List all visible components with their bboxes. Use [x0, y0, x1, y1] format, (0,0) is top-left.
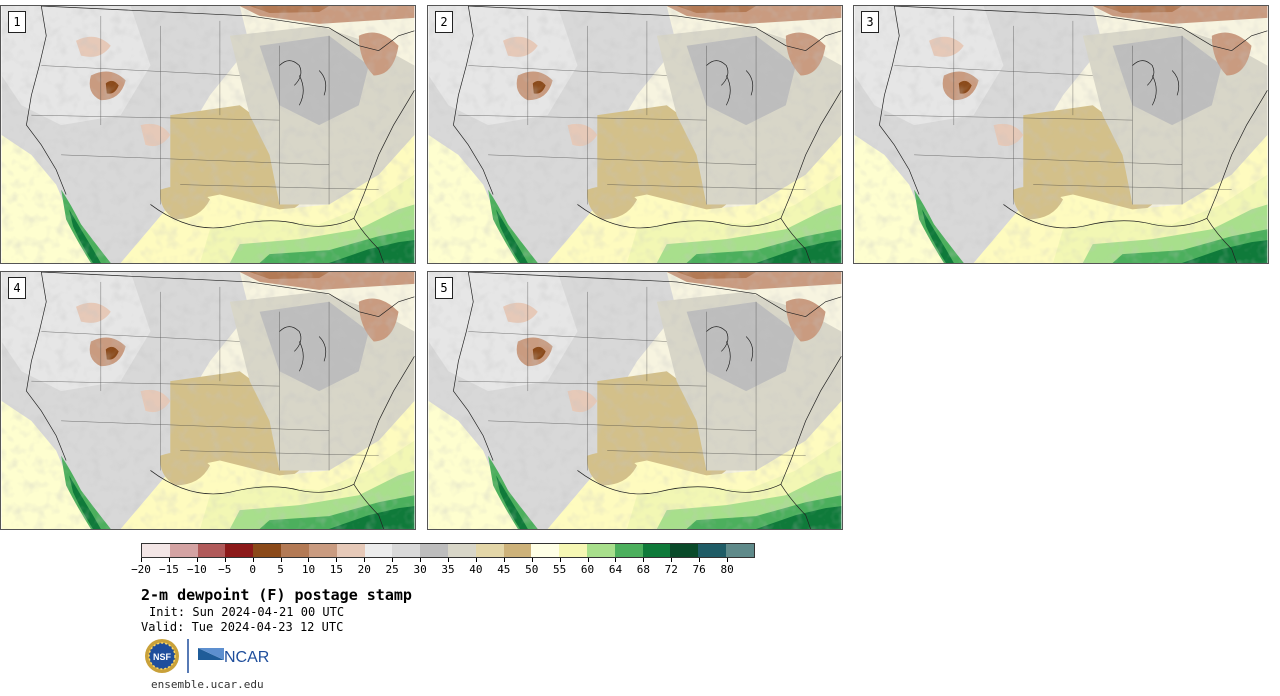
colorbar-tick-label: 35 — [441, 563, 455, 576]
nsf-logo-icon: NSF — [145, 639, 179, 673]
dewpoint-map-3 — [854, 6, 1268, 263]
map-panel-2: 2 — [427, 5, 843, 264]
colorbar-swatch — [392, 544, 421, 557]
colorbar-swatch — [559, 544, 587, 557]
colorbar-tick-label: 25 — [385, 563, 399, 576]
colorbar-tick-label: 68 — [636, 563, 650, 576]
colorbar-tick — [420, 558, 422, 562]
colorbar-ticks: −20 −15 −10 −5 0 5 10 15 20 25 30 35 40 45 50 55 60 64 68 7… — [131, 558, 755, 578]
colorbar-swatch — [364, 544, 393, 557]
colorbar-tick — [392, 558, 394, 562]
colorbar-tick-label: 0 — [249, 563, 256, 576]
colorbar-tick — [587, 558, 589, 562]
colorbar-tick — [475, 558, 477, 562]
map-panel-1: 1 — [0, 5, 416, 264]
panel-number-2: 2 — [435, 11, 453, 33]
colorbar-tick-label: −20 — [131, 563, 151, 576]
colorbar-tick-label: 64 — [608, 563, 623, 576]
colorbar-tick — [699, 558, 701, 562]
colorbar-tick — [615, 558, 617, 562]
colorbar-tick-label: 20 — [357, 563, 371, 576]
dewpoint-map-4 — [1, 272, 415, 529]
colorbar-tick — [643, 558, 645, 562]
init-time: Init: Sun 2024-04-21 00 UTC — [149, 605, 345, 619]
logos: NSF NCAR — [144, 636, 274, 676]
colorbar-tick — [448, 558, 449, 562]
colorbar-swatch — [642, 544, 671, 557]
colorbar-tick-label: −15 — [158, 563, 179, 576]
dewpoint-map-1 — [1, 6, 415, 263]
colorbar-swatch — [670, 544, 699, 557]
colorbar-tick — [364, 558, 366, 562]
colorbar-tick-label: 5 — [277, 563, 284, 576]
colorbar-tick-label: 10 — [301, 563, 316, 576]
colorbar-swatch — [698, 544, 727, 557]
colorbar-tick-label: 72 — [664, 563, 678, 576]
dewpoint-map-2 — [428, 6, 842, 263]
colorbar-tick-label: 76 — [692, 563, 706, 576]
colorbar-swatch — [308, 544, 337, 557]
colorbar-swatch — [281, 544, 309, 557]
ncar-logo-icon: NCAR — [198, 648, 269, 666]
colorbar-swatch — [531, 544, 560, 557]
colorbar-tick-label: 80 — [720, 563, 734, 576]
colorbar-tick — [531, 558, 533, 562]
site-url: ensemble.ucar.edu — [151, 678, 264, 691]
colorbar-tick-label: 60 — [580, 563, 595, 576]
ncar-logo-text: NCAR — [224, 649, 269, 666]
colorbar-tick — [503, 558, 505, 562]
colorbar-tick — [252, 558, 254, 562]
nsf-logo-text: NSF — [153, 652, 172, 662]
colorbar-tick-label: −5 — [218, 563, 232, 576]
map-panel-3: 3 — [853, 5, 1269, 264]
colorbar-tick — [168, 558, 170, 562]
colorbar-tick-label: 30 — [413, 563, 427, 576]
colorbar-tick — [141, 558, 142, 562]
colorbar-tick — [727, 558, 729, 562]
panel-number-1: 1 — [8, 11, 26, 33]
colorbar-tick — [308, 558, 310, 562]
colorbar-swatch — [447, 544, 476, 557]
colorbar-tick — [280, 558, 282, 562]
colorbar-swatch — [726, 544, 754, 557]
panel-number-5: 5 — [435, 277, 453, 299]
colorbar-swatch — [169, 544, 198, 557]
colorbar-tick — [196, 558, 198, 562]
colorbar-swatch — [475, 544, 504, 557]
colorbar-tick — [559, 558, 561, 562]
panel-number-3: 3 — [861, 11, 879, 33]
colorbar-swatch — [142, 544, 170, 557]
colorbar-swatch — [587, 544, 615, 557]
panel-number-4: 4 — [8, 277, 26, 299]
colorbar — [141, 543, 755, 558]
colorbar-swatch — [420, 544, 448, 557]
colorbar-tick-label: 45 — [497, 563, 511, 576]
colorbar-tick — [224, 558, 226, 562]
colorbar-tick-label: 55 — [553, 563, 567, 576]
colorbar-swatch — [225, 544, 254, 557]
colorbar-tick-label: −10 — [186, 563, 207, 576]
colorbar-tick — [671, 558, 673, 562]
figure-title: 2-m dewpoint (F) postage stamp — [141, 586, 412, 604]
map-panel-4: 4 — [0, 271, 416, 530]
colorbar-tick-label: 50 — [525, 563, 539, 576]
valid-time: Valid: Tue 2024-04-23 12 UTC — [141, 620, 344, 634]
map-panel-5: 5 — [427, 271, 843, 530]
colorbar-swatch — [197, 544, 226, 557]
colorbar-tick — [336, 558, 338, 562]
colorbar-swatch — [253, 544, 282, 557]
colorbar-swatch — [503, 544, 532, 557]
colorbar-tick-label: 15 — [329, 563, 343, 576]
colorbar-swatch — [336, 544, 365, 557]
dewpoint-map-5 — [428, 272, 842, 529]
colorbar-swatch — [614, 544, 643, 557]
colorbar-tick-label: 40 — [469, 563, 483, 576]
